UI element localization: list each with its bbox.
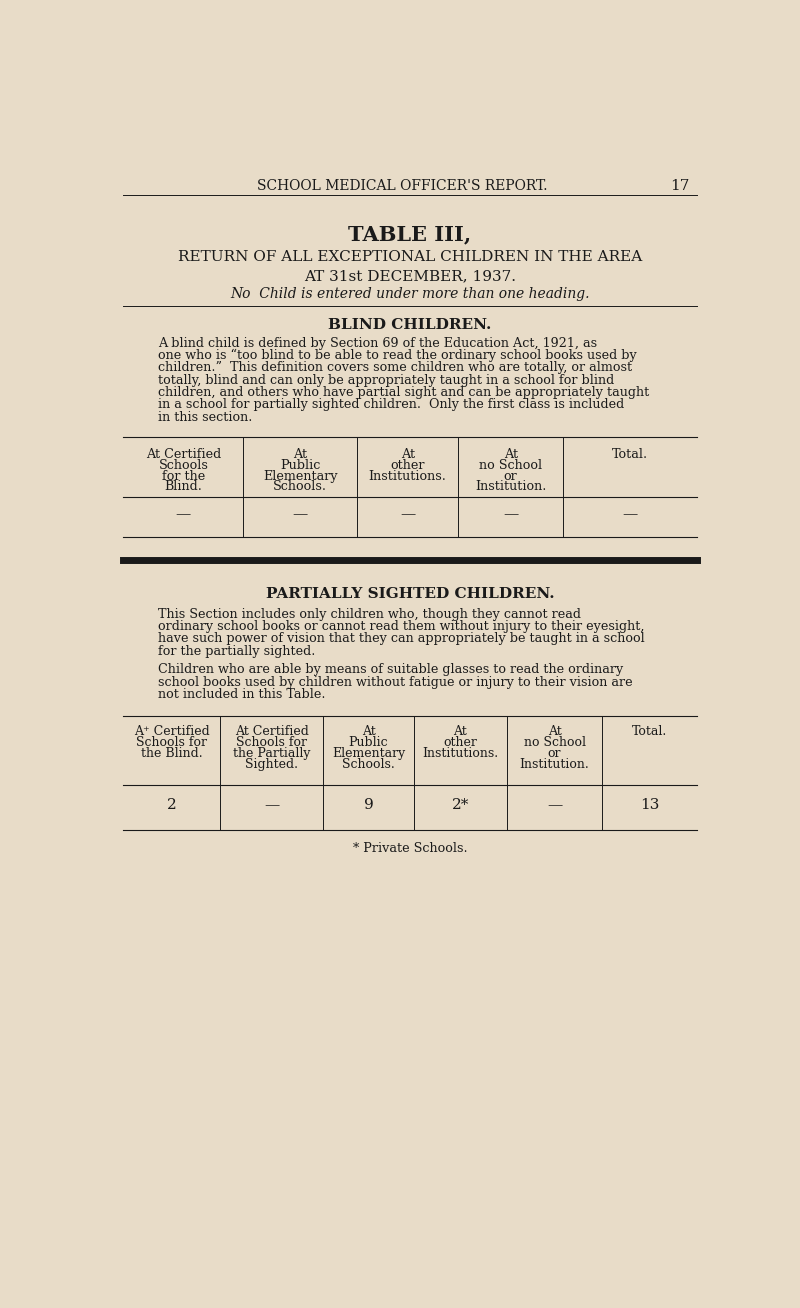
Text: A blind child is defined by Section 69 of the Education Act, 1921, as: A blind child is defined by Section 69 o… <box>158 336 598 349</box>
Text: school books used by children without fatigue or injury to their vision are: school books used by children without fa… <box>158 676 633 688</box>
Text: or: or <box>504 470 518 483</box>
Text: Institutions.: Institutions. <box>369 470 446 483</box>
Text: Total.: Total. <box>612 449 648 460</box>
Text: PARTIALLY SIGHTED CHILDREN.: PARTIALLY SIGHTED CHILDREN. <box>266 587 554 602</box>
Text: At: At <box>504 449 518 460</box>
Text: * Private Schools.: * Private Schools. <box>353 842 467 855</box>
Text: A⁺ Certified: A⁺ Certified <box>134 725 210 738</box>
Text: have such power of vision that they can appropriately be taught in a school: have such power of vision that they can … <box>158 633 645 645</box>
Text: the Blind.: the Blind. <box>141 747 202 760</box>
Text: children.”  This definition covers some children who are totally, or almost: children.” This definition covers some c… <box>158 361 632 374</box>
Text: SCHOOL MEDICAL OFFICER'S REPORT.: SCHOOL MEDICAL OFFICER'S REPORT. <box>257 179 547 194</box>
Text: no School: no School <box>479 459 542 472</box>
Text: other: other <box>390 459 425 472</box>
Text: —: — <box>400 508 415 522</box>
Text: Children who are able by means of suitable glasses to read the ordinary: Children who are able by means of suitab… <box>158 663 623 676</box>
Text: one who is “too blind to be able to read the ordinary school books used by: one who is “too blind to be able to read… <box>158 349 637 362</box>
Text: At Certified: At Certified <box>146 449 221 460</box>
Text: Total.: Total. <box>632 725 667 738</box>
Text: —: — <box>547 798 562 812</box>
Text: 9: 9 <box>364 798 374 812</box>
Text: for the: for the <box>162 470 205 483</box>
Text: —: — <box>264 798 279 812</box>
Text: TABLE III,: TABLE III, <box>349 224 471 245</box>
Text: other: other <box>443 736 478 749</box>
Text: At: At <box>362 725 375 738</box>
Text: Institution.: Institution. <box>520 757 590 770</box>
Text: no School: no School <box>523 736 586 749</box>
Text: in this section.: in this section. <box>158 411 253 424</box>
Text: —: — <box>176 508 191 522</box>
Text: ​not included in this Table.: ​not included in this Table. <box>158 688 326 701</box>
Text: Institution.: Institution. <box>475 480 546 493</box>
Text: Elementary: Elementary <box>263 470 338 483</box>
Text: children, and others who have partial sight and can be appropriately taught: children, and others who have partial si… <box>158 386 650 399</box>
Text: Schools.: Schools. <box>274 480 327 493</box>
Text: No  Child is entered under more than one heading.: No Child is entered under more than one … <box>230 286 590 301</box>
Text: Sighted.: Sighted. <box>245 757 298 770</box>
Text: At: At <box>454 725 467 738</box>
Text: Blind.: Blind. <box>164 480 202 493</box>
Text: 2*: 2* <box>452 798 469 812</box>
Text: 13: 13 <box>640 798 659 812</box>
Text: RETURN OF ALL EXCEPTIONAL CHILDREN IN THE AREA: RETURN OF ALL EXCEPTIONAL CHILDREN IN TH… <box>178 250 642 264</box>
Text: AT 31st DECEMBER, 1937.: AT 31st DECEMBER, 1937. <box>304 269 516 284</box>
Text: for the partially sighted.: for the partially sighted. <box>158 645 315 658</box>
Text: the Partially: the Partially <box>233 747 310 760</box>
Text: totally, blind and can only be appropriately taught in a school for blind: totally, blind and can only be appropria… <box>158 374 614 387</box>
Text: —: — <box>293 508 308 522</box>
Text: —: — <box>622 508 638 522</box>
Text: At: At <box>294 449 307 460</box>
Text: Schools.: Schools. <box>342 757 395 770</box>
Text: Schools for: Schools for <box>236 736 307 749</box>
Text: This Section includes only children who, though they cannot read: This Section includes only children who,… <box>158 608 581 621</box>
Text: 17: 17 <box>670 179 690 194</box>
Text: At: At <box>548 725 562 738</box>
Text: in a school for partially sighted children.  Only the first class is included: in a school for partially sighted childr… <box>158 399 624 412</box>
Text: Institutions.: Institutions. <box>422 747 498 760</box>
Text: Public: Public <box>280 459 321 472</box>
Text: 2: 2 <box>167 798 177 812</box>
Text: Public: Public <box>349 736 388 749</box>
Text: At Certified: At Certified <box>234 725 309 738</box>
Text: —: — <box>503 508 518 522</box>
Text: Schools for: Schools for <box>136 736 207 749</box>
Text: At: At <box>401 449 414 460</box>
Text: ordinary school books or cannot read them without injury to their eyesight,: ordinary school books or cannot read the… <box>158 620 645 633</box>
Text: Schools: Schools <box>158 459 208 472</box>
Text: Elementary: Elementary <box>332 747 405 760</box>
Text: or: or <box>548 747 562 760</box>
Text: BLIND CHILDREN.: BLIND CHILDREN. <box>328 318 492 332</box>
